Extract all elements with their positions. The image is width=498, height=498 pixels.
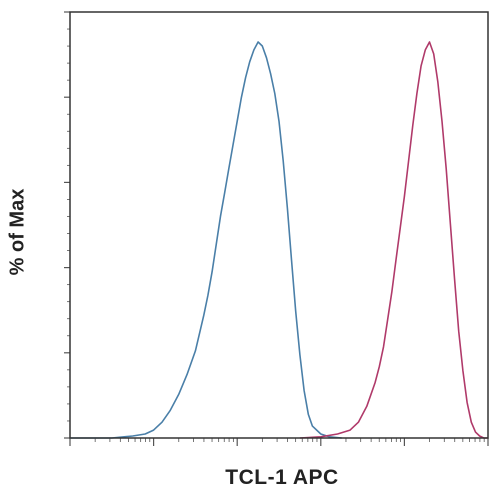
- y-axis-ticks: [64, 11, 70, 439]
- x-axis-label: TCL-1 APC: [225, 466, 339, 489]
- y-axis-label: % of Max: [6, 188, 29, 276]
- histogram-series-line-1: [70, 41, 342, 439]
- histogram-series: [70, 41, 488, 439]
- x-axis-ticks: [69, 438, 489, 446]
- plot-frame: [69, 11, 489, 439]
- histogram-series-line-2: [299, 41, 488, 439]
